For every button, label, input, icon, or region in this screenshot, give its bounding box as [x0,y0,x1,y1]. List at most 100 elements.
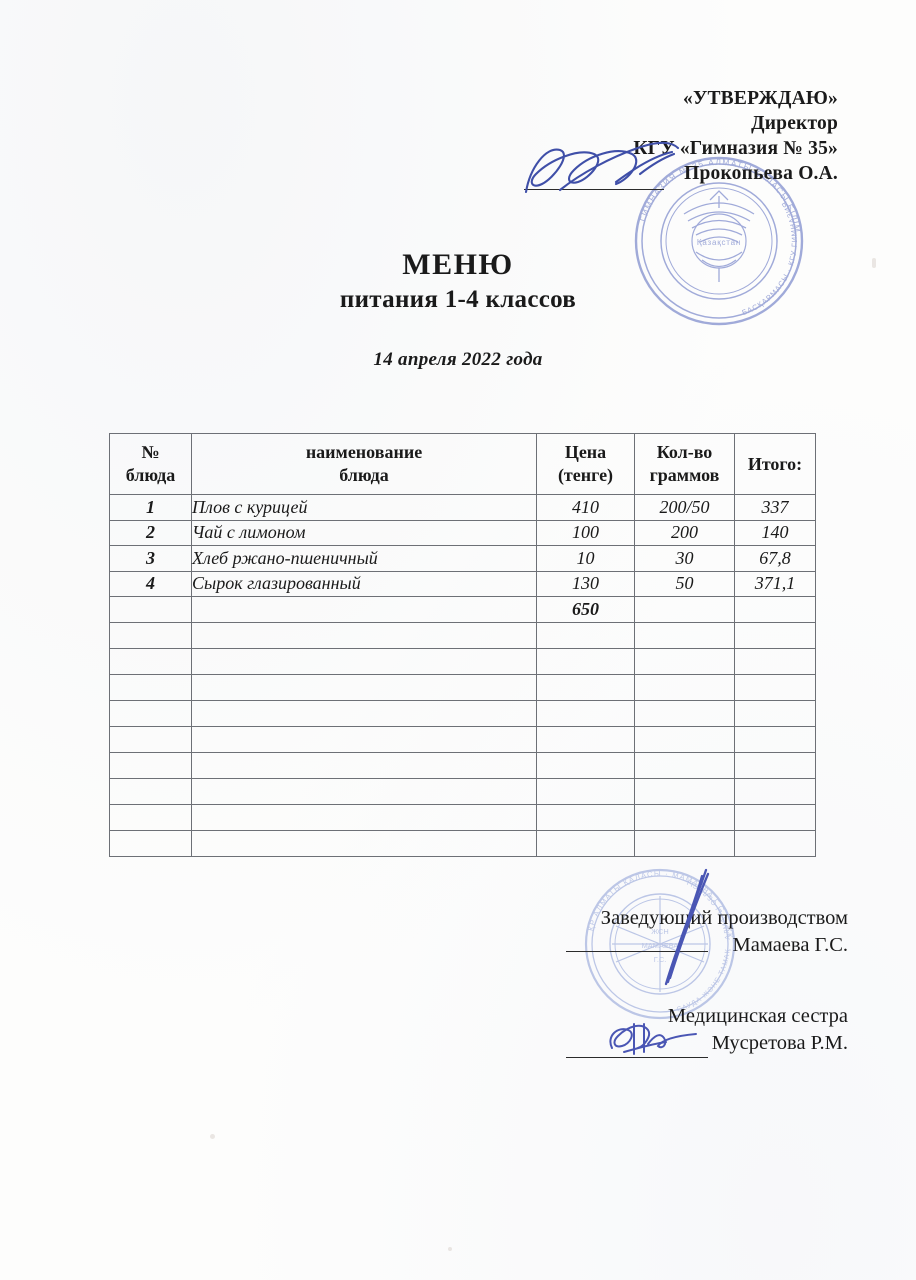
cell-empty [109,725,192,753]
signature-block-nurse: Медицинская сестра Мусретова Р.М. [668,1003,848,1057]
svg-text:Қазақстан: Қазақстан [697,238,741,247]
column-header-price-line2: (тенге) [557,465,614,485]
table-empty-row [109,699,816,727]
menu-table: № блюда наименование блюда Цена (тенге) … [109,433,816,857]
cell-dish-grams: 200 [634,519,735,546]
page-subtitle: питания 1-4 классов [339,286,577,313]
cell-empty [109,673,192,701]
signature-role-production: Заведующий производством [600,907,848,929]
signature-person-nurse: Мусретова Р.М. [711,1032,848,1054]
cell-empty [734,829,816,857]
table-empty-row [109,751,816,779]
cell-empty [191,751,537,779]
approval-stamp-word: «УТВЕРЖДАЮ» [683,88,838,109]
column-header-grams: Кол-во граммов [634,433,735,495]
cell-empty [536,699,635,727]
column-header-num: № блюда [109,433,192,495]
table-row: 3 Хлеб ржано-пшеничный 10 30 67,8 [109,545,816,572]
cell-dish-number: 1 [109,494,192,521]
approval-person: Прокопьева О.А. [684,163,838,184]
cell-empty [634,777,735,805]
cell-dish-number: 2 [109,519,192,546]
cell-empty [191,829,537,857]
column-header-name-line1: наименование [305,442,423,462]
cell-dish-price: 10 [536,545,635,572]
signature-person-production: Мамаева Г.С. [732,934,848,956]
cell-empty [536,777,635,805]
cell-empty [191,647,537,675]
column-header-grams-line2: граммов [649,465,720,485]
cell-dish-price: 130 [536,570,635,597]
cell-empty [734,647,816,675]
cell-empty [734,621,816,649]
table-empty-row [109,673,816,701]
signature-role-nurse: Медицинская сестра [667,1005,848,1027]
scan-speck [210,1134,215,1139]
cell-dish-price: 410 [536,494,635,521]
cell-empty [536,829,635,857]
page-title: МЕНЮ [402,248,514,281]
column-header-total: Итого: [734,433,816,495]
table-row: 4 Сырок глазированный 130 50 371,1 [109,570,816,597]
column-header-name-line2: блюда [339,465,389,485]
approval-position: Директор [751,113,838,134]
cell-dish-grams: 30 [634,545,735,572]
cell-empty [536,725,635,753]
approval-organization: КГУ «Гимназия № 35» [633,138,838,159]
document-date: 14 апреля 2022 года [373,349,543,370]
cell-dish-total: 67,8 [734,545,816,572]
cell-empty [109,621,192,649]
cell-empty [734,777,816,805]
cell-empty [191,673,537,701]
table-empty-row [109,725,816,753]
cell-empty [634,647,735,675]
approval-block: «УТВЕРЖДАЮ» Директор КГУ «Гимназия № 35»… [633,86,838,186]
cell-dish-total: 140 [734,519,816,546]
cell-dish-number: 4 [109,570,192,597]
column-header-num-line1: № [141,442,160,462]
column-header-name: наименование блюда [191,433,537,495]
table-row: 2 Чай с лимоном 100 200 140 [109,519,816,546]
cell-empty [109,751,192,779]
cell-empty [191,725,537,753]
table-header-row: № блюда наименование блюда Цена (тенге) … [109,433,816,495]
cell-sum-name [191,596,537,623]
cell-empty [536,647,635,675]
menu-table-body: 1 Плов с курицей 410 200/50 337 2 Чай с лимоно… [109,494,816,857]
cell-dish-price: 100 [536,519,635,546]
column-header-grams-line1: Кол-во [656,442,713,462]
cell-sum-grams [634,596,735,623]
table-row: 1 Плов с курицей 410 200/50 337 [109,494,816,521]
cell-empty [109,647,192,675]
cell-empty [536,673,635,701]
cell-dish-grams: 50 [634,570,735,597]
cell-dish-name: Плов с курицей [191,494,537,521]
signature-rule-production [566,951,708,952]
cell-empty [191,777,537,805]
table-sum-row: 650 [109,596,816,623]
cell-empty [634,621,735,649]
cell-empty [634,699,735,727]
signature-rule-nurse [566,1057,708,1058]
cell-empty [191,621,537,649]
cell-empty [109,699,192,727]
cell-empty [634,725,735,753]
cell-empty [634,803,735,831]
cell-dish-name: Сырок глазированный [191,570,537,597]
cell-dish-name: Чай с лимоном [191,519,537,546]
cell-sum-number [109,596,192,623]
cell-dish-total: 371,1 [734,570,816,597]
cell-empty [634,673,735,701]
cell-empty [536,803,635,831]
table-empty-row [109,647,816,675]
cell-empty [109,829,192,857]
cell-empty [536,751,635,779]
column-header-total-label: Итого: [747,453,803,474]
column-header-price: Цена (тенге) [536,433,635,495]
menu-table-container: № блюда наименование блюда Цена (тенге) … [109,433,816,857]
cell-empty [734,699,816,727]
cell-dish-name: Хлеб ржано-пшеничный [191,545,537,572]
scan-speck [448,1247,452,1251]
cell-dish-grams: 200/50 [634,494,735,521]
